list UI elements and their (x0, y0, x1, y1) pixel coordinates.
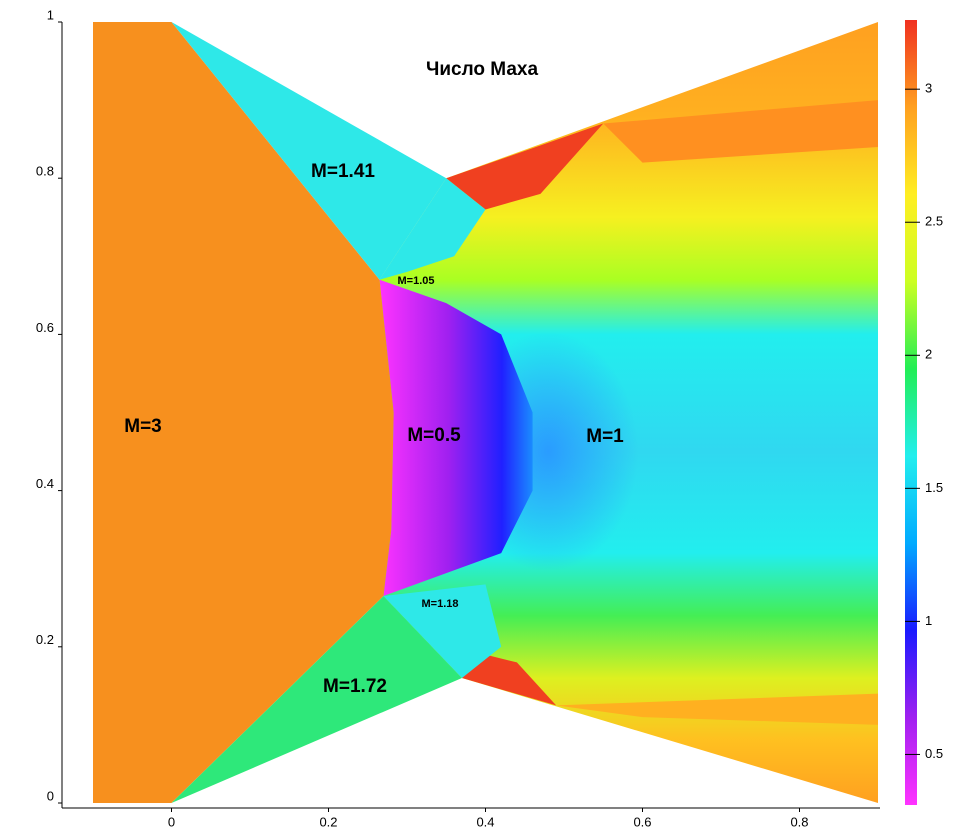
field (93, 22, 878, 803)
x-tick-label: 0.2 (319, 814, 337, 829)
x-tick-label: 0 (168, 814, 175, 829)
y-tick-label: 0.4 (36, 476, 54, 491)
colorbar-tick-label: 2 (925, 347, 932, 362)
colorbar-tick-label: 2.5 (925, 214, 943, 229)
y-tick-label: 0.6 (36, 320, 54, 335)
colorbar-tick-label: 0.5 (925, 746, 943, 761)
annotation: M=1.05 (398, 275, 435, 287)
x-tick-label: 0.8 (790, 814, 808, 829)
annotation: M=0.5 (407, 425, 461, 446)
annotation: M=1.41 (311, 161, 375, 182)
colorbar (905, 20, 917, 805)
annotation: M=1.72 (323, 676, 387, 697)
annotation: M=1 (586, 426, 624, 447)
colorbar-tick-label: 1.5 (925, 480, 943, 495)
annotation: M=1.18 (422, 598, 459, 610)
colorbar-tick-label: 3 (925, 81, 932, 96)
y-tick-label: 0.2 (36, 632, 54, 647)
chart-title: Число Маха (426, 59, 538, 80)
x-tick-label: 0.6 (633, 814, 651, 829)
y-tick-label: 0 (47, 788, 54, 803)
chart: Число Маха M=1.41 M=1.05 M=3 M=0.5 M=1 M=1.18… (0, 0, 961, 830)
y-tick-label: 0.8 (36, 164, 54, 179)
colorbar-tick-label: 1 (925, 613, 932, 628)
x-tick-label: 0.4 (476, 814, 494, 829)
annotation: M=3 (124, 416, 162, 437)
y-tick-label: 1 (47, 7, 54, 22)
